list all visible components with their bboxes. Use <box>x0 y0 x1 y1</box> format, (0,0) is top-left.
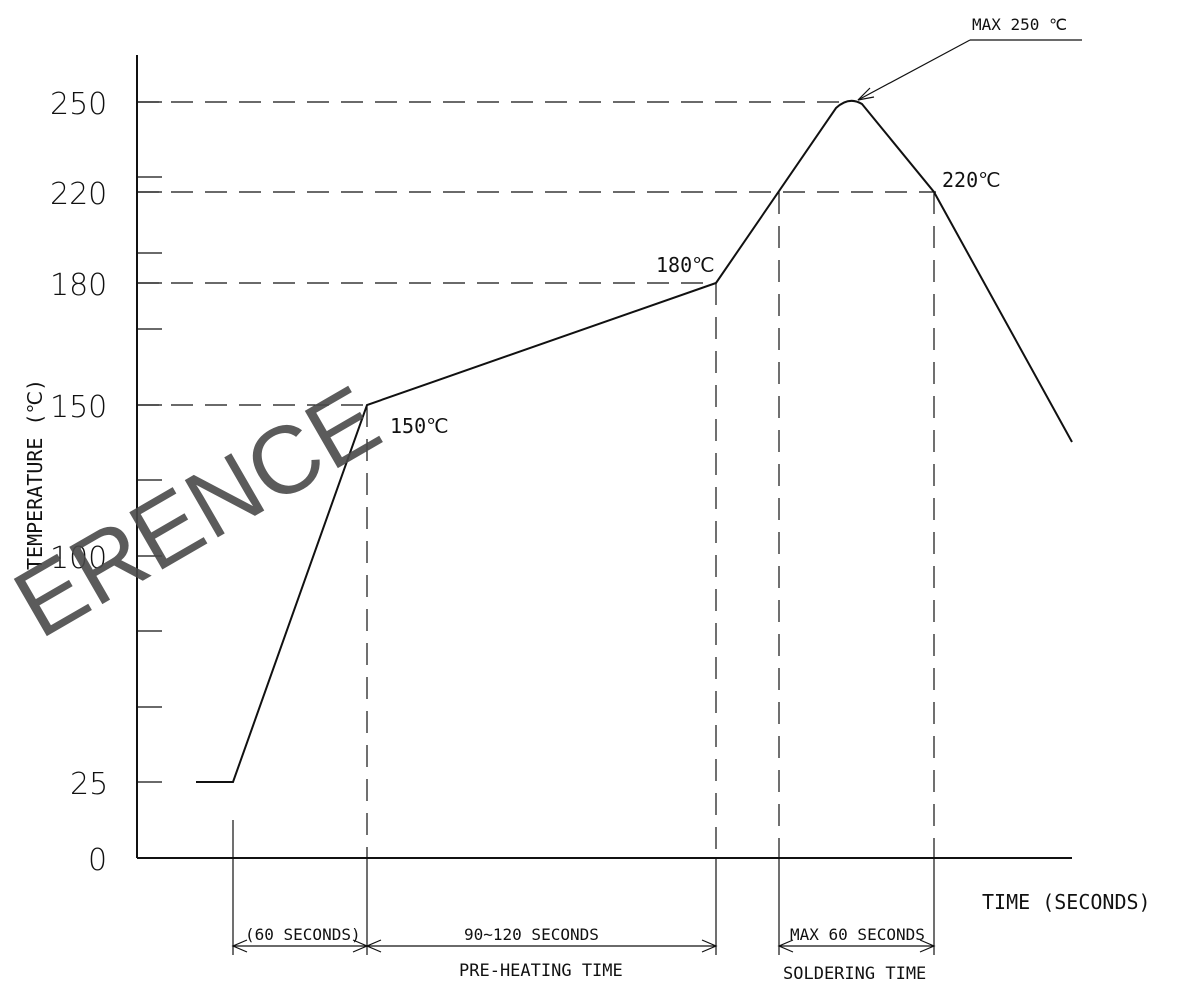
horizontal-guides <box>137 101 936 406</box>
interval-ticks <box>232 820 935 955</box>
label-220: 220℃ <box>942 168 1001 192</box>
label-180: 180℃ <box>656 253 715 277</box>
peak-leader <box>857 39 1082 101</box>
y-tick-0: 0 <box>88 843 107 878</box>
vertical-guides <box>366 192 935 858</box>
ramp-duration-label: (60 SECONDS) <box>245 925 361 944</box>
preheat-duration-label: 90~120 SECONDS <box>464 925 599 944</box>
preheat-name-label: PRE-HEATING TIME <box>459 961 623 981</box>
y-tick-220: 220 <box>50 177 107 212</box>
y-tick-100: 100 <box>50 541 107 576</box>
y-tick-marks <box>137 101 162 783</box>
solder-duration-label: MAX 60 SECONDS <box>790 925 925 944</box>
interval-arrows <box>231 939 936 953</box>
y-tick-150: 150 <box>50 390 107 425</box>
y-tick-25: 25 <box>70 767 108 802</box>
label-150: 150℃ <box>390 414 449 438</box>
peak-label: MAX 250 ℃ <box>972 15 1067 34</box>
y-axis-label: TEMPERATURE (℃) <box>23 379 47 570</box>
y-tick-250: 250 <box>50 87 107 122</box>
y-tick-180: 180 <box>50 268 107 303</box>
x-axis-label: TIME (SECONDS) <box>982 890 1151 914</box>
solder-name-label: SOLDERING TIME <box>783 964 926 984</box>
reflow-profile-curve <box>196 99 1073 783</box>
